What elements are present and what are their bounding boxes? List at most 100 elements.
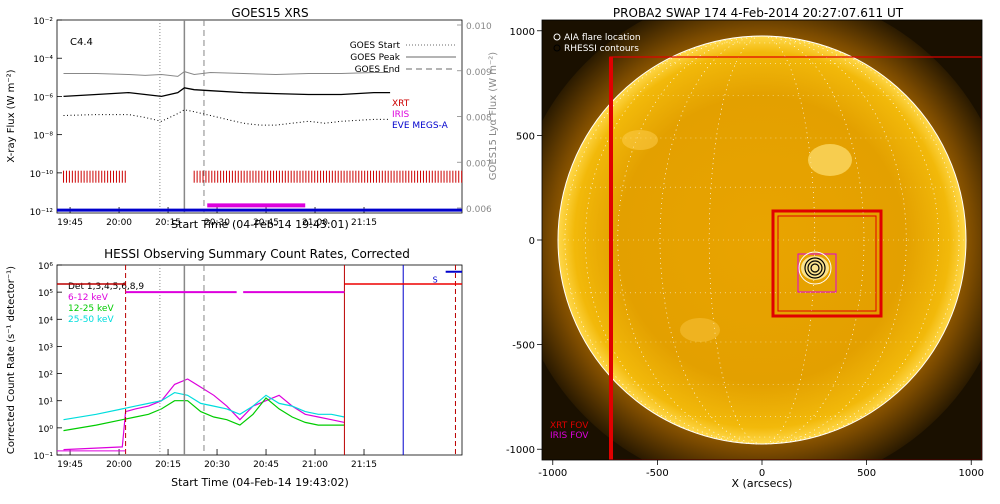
instrument-bars: [57, 170, 463, 212]
swap-legend-label: AIA flare location: [564, 33, 641, 43]
xrt-fov-inner: [777, 215, 877, 312]
saa-flag-label: S: [433, 276, 438, 285]
y-tick-label: 10⁶: [38, 262, 53, 272]
y-tick-label: 10⁻⁴: [33, 55, 53, 65]
goes-series-line: [63, 71, 391, 77]
y-tick-label: 0: [529, 236, 535, 247]
active-region: [808, 144, 852, 176]
hessi-legend-label: 12-25 keV: [68, 304, 114, 314]
solar-disk: [558, 36, 966, 444]
x-tick-label: 20:45: [253, 460, 279, 470]
goes-xlabel: Start Time (04-Feb-14 19:43:01): [171, 218, 349, 231]
hessi-panel: HESSI Observing Summary Count Rates, Cor…: [6, 247, 463, 489]
xrt-fov-small: [771, 209, 883, 318]
hessi-series: [63, 378, 345, 451]
active-region: [622, 130, 658, 150]
goes-ylabel: X-ray Flux (W m⁻²): [6, 69, 17, 162]
flare-class-label: C4.4: [70, 37, 93, 48]
legend-label: GOES Peak: [350, 53, 400, 63]
x-tick-label: 1000: [959, 468, 984, 479]
goes-y2label: GOES15 Lyα Flux (W m⁻²): [488, 52, 499, 180]
y2-tick-label: 0.010: [466, 22, 492, 32]
y-tick-label: 10⁻¹: [33, 452, 53, 462]
x-tick-label: 20:00: [106, 460, 132, 470]
y-tick-label: 10⁻⁸: [33, 132, 53, 142]
x-tick-label: 20:15: [155, 460, 181, 470]
swap-image: [542, 20, 982, 460]
legend-label: GOES Start: [350, 41, 401, 51]
longitude-line: [585, 35, 939, 445]
y2-tick-label: 0.006: [466, 205, 492, 215]
fov-legend-label: IRIS FOV: [550, 431, 589, 441]
active-region: [680, 318, 720, 342]
rhessi-contour: [804, 257, 826, 279]
x-tick-label: 20:30: [204, 460, 230, 470]
hessi-markers: S: [57, 265, 462, 455]
limb-circle: [557, 35, 967, 445]
goes-series-line: [63, 87, 391, 98]
y2-tick-label: 0.008: [466, 114, 492, 124]
y-tick-label: 10⁻⁶: [33, 93, 53, 103]
instrument-label: EVE MEGS-A: [392, 121, 449, 131]
x-tick-label: 19:45: [57, 460, 83, 470]
active-region: [801, 256, 829, 280]
y-tick-label: 500: [516, 131, 535, 142]
x-tick-label: 20:45: [253, 218, 279, 228]
rhessi-contour: [807, 260, 823, 276]
y-tick-label: 10⁵: [38, 289, 53, 299]
y2-tick-label: 0.009: [466, 68, 492, 78]
goes-series-line: [63, 109, 391, 126]
goes-y2-axis: 0.006 0.007 0.008 0.009 0.010: [457, 22, 492, 215]
y-tick-label: 10¹: [38, 398, 53, 408]
hessi-frame: [56, 264, 463, 456]
x-tick-label: -500: [646, 468, 669, 479]
legend-marker: [553, 44, 561, 52]
y-tick-label: 1000: [510, 27, 535, 38]
x-tick-label: 0: [759, 468, 765, 479]
instrument-label: IRIS: [392, 110, 410, 120]
x-tick-label: -1000: [538, 468, 567, 479]
hessi-series-line: [63, 378, 345, 451]
legend-marker: [553, 33, 561, 41]
y-tick-label: 10⁴: [38, 316, 53, 326]
longitude-line: [708, 35, 816, 445]
swap-y-axis: 1000 500 0 -500 -1000: [506, 27, 542, 456]
x-tick-label: 21:15: [351, 460, 377, 470]
hessi-xlabel: Start Time (04-Feb-14 19:43:02): [171, 476, 349, 489]
y-tick-label: 10⁻¹⁰: [30, 170, 54, 180]
legend-label: GOES End: [355, 65, 400, 75]
swap-xlabel: X (arcsecs): [732, 477, 793, 490]
xrt-fov-edge: [609, 57, 613, 460]
swap-panel: PROBA2 SWAP 174 4-Feb-2014 20:27:07.611 …: [506, 6, 984, 490]
x-tick-label: 19:45: [57, 218, 83, 228]
y2-tick-label: 0.007: [466, 159, 492, 169]
rhessi-contour: [810, 263, 820, 273]
swap-title: PROBA2 SWAP 174 4-Feb-2014 20:27:07.611 …: [613, 6, 904, 20]
hessi-x-axis: 19:45 20:00 20:15 20:30 20:45 21:00 21:15: [57, 449, 377, 470]
y-tick-label: 10⁻¹²: [30, 208, 54, 218]
hessi-legend-label: Det 1,3,4,5,6,8,9: [68, 282, 144, 292]
goes-title: GOES15 XRS: [231, 6, 308, 20]
y-tick-label: 10²: [38, 371, 53, 381]
longitude-line: [564, 35, 960, 445]
hessi-series-line: [63, 397, 345, 432]
goes-legend: GOES Start GOES Peak GOES End: [350, 41, 456, 75]
x-tick-label: 21:00: [302, 460, 328, 470]
hessi-y-axis: 10⁻¹ 10⁰ 10¹ 10² 10³ 10⁴ 10⁵ 10⁶: [33, 262, 62, 462]
swap-legend-label: RHESSI contours: [564, 44, 639, 54]
instrument-label: XRT: [392, 99, 410, 109]
iris-fov: [797, 253, 837, 293]
hessi-ylabel: Corrected Count Rate (s⁻¹ detector⁻¹): [6, 266, 17, 454]
x-tick-label: 20:30: [204, 218, 230, 228]
x-tick-label: 21:15: [351, 218, 377, 228]
x-tick-label: 20:00: [106, 218, 132, 228]
y-tick-label: 10⁰: [38, 425, 53, 435]
aia-flare-location: [798, 251, 832, 285]
hessi-legend-label: 6-12 keV: [68, 293, 109, 303]
x-tick-label: 500: [857, 468, 876, 479]
